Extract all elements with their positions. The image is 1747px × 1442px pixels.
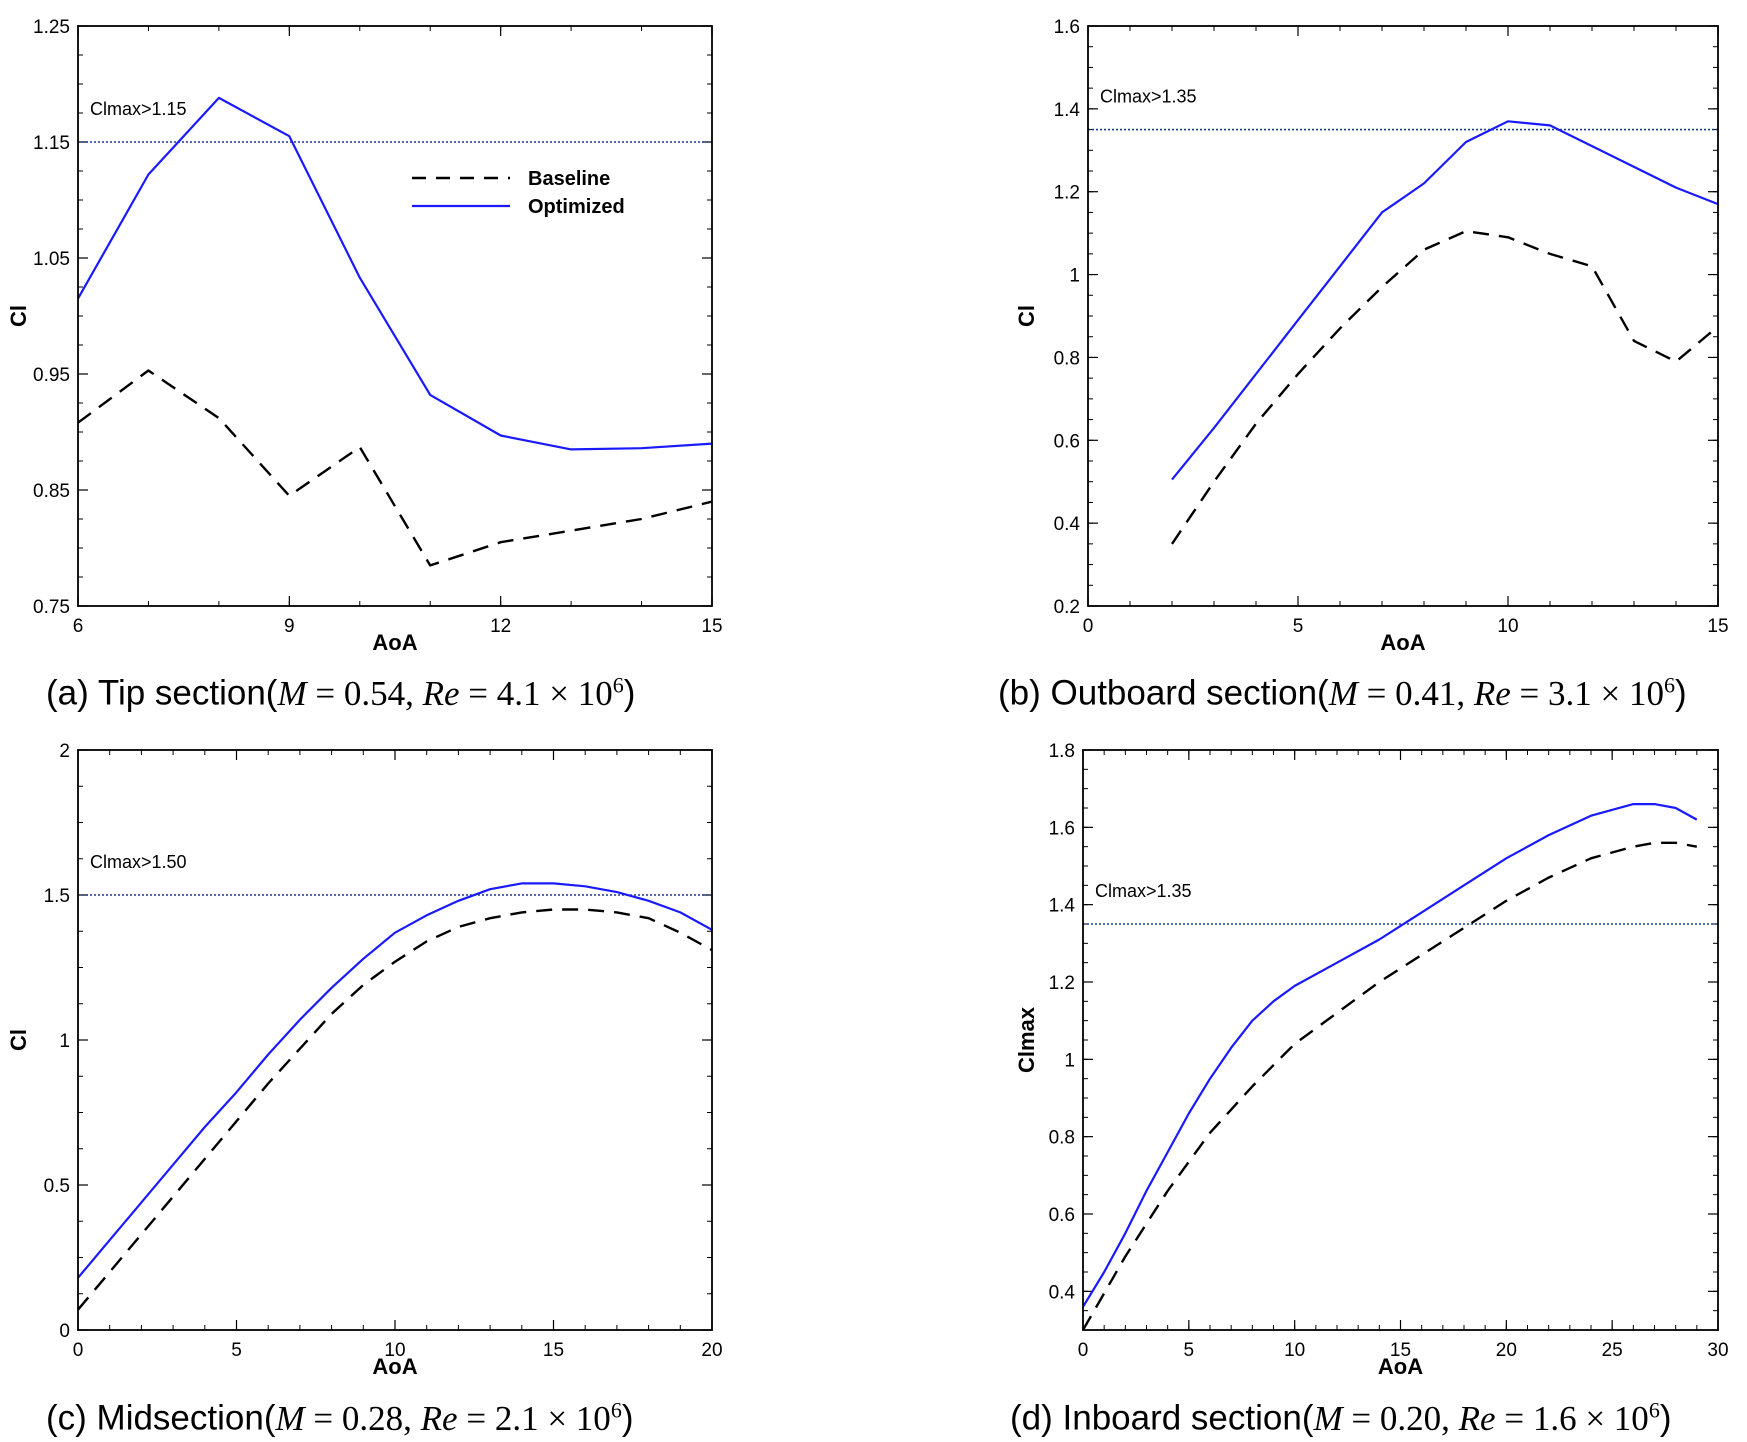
caption-mach: 0.28 <box>341 1398 404 1438</box>
y-tick-label: 1.2 <box>1054 183 1080 204</box>
caption-d: (d) Inboard section(M = 0.20, Re = 1.6 ×… <box>1010 1397 1672 1438</box>
y-tick-label: 0 <box>59 1321 70 1342</box>
caption-re: 2.1 <box>494 1398 539 1438</box>
y-tick-label: 0.5 <box>44 1176 70 1197</box>
caption-exp: 6 <box>610 1397 622 1422</box>
chart-panel-1: 6 9 12 15 0.75 0.85 0.95 1.05 1.15 1.25 Clmax>1.15… <box>6 17 723 655</box>
caption-exp: 6 <box>612 672 624 697</box>
caption-re: 3.1 <box>1548 673 1592 713</box>
y-tick-label: 1 <box>59 1031 70 1052</box>
x-tick-label: 15 <box>543 1340 564 1361</box>
x-tick-label: 5 <box>231 1340 242 1361</box>
plot-frame <box>1082 749 1719 1331</box>
x-axis-label: AoA <box>372 1354 417 1379</box>
plot-frame <box>1087 25 1719 607</box>
y-axis-label: Cl <box>6 1029 31 1051</box>
y-tick-label: 0.95 <box>33 365 70 386</box>
baseline-series-line <box>1171 229 1719 545</box>
caption-label: (a) Tip section( <box>46 673 278 713</box>
legend: Baseline Optimized <box>412 168 625 218</box>
threshold-label: Clmax>1.15 <box>90 99 187 119</box>
y-tick-label: 1 <box>1069 266 1080 287</box>
y-tick-label: 1.4 <box>1049 896 1076 917</box>
x-tick-label: 0 <box>1083 616 1094 637</box>
x-tick-label: 30 <box>1707 1340 1728 1361</box>
x-tick-label: 5 <box>1293 616 1304 637</box>
x-axis-label: AoA <box>1380 630 1425 655</box>
x-tick-label: 15 <box>1390 1340 1411 1361</box>
legend-optimized-label: Optimized <box>528 196 625 218</box>
legend-baseline-label: Baseline <box>528 168 610 190</box>
baseline-series-line <box>77 369 713 567</box>
y-tick-label: 1.25 <box>33 17 70 38</box>
caption-a: (a) Tip section(M = 0.54, Re = 4.1 × 106… <box>46 672 636 713</box>
plot-frame <box>77 25 713 607</box>
x-tick-label: 20 <box>1496 1340 1517 1361</box>
y-tick-label: 0.75 <box>33 597 70 618</box>
chart-panel-2: 0 5 10 15 0.2 0.4 0.6 0.8 1 1.2 1.4 1.6 Clmax>1.35 Ao… <box>1014 17 1729 655</box>
y-tick-label: 0.4 <box>1049 1282 1076 1303</box>
optimized-series-line <box>77 96 713 451</box>
caption-label: (d) Inboard section( <box>1010 1398 1314 1438</box>
baseline-series-line <box>77 908 713 1311</box>
x-tick-label: 6 <box>73 616 84 637</box>
caption-b: (b) Outboard section(M = 0.41, Re = 3.1 … <box>998 672 1687 713</box>
y-axis-label: Clmax <box>1014 1006 1039 1073</box>
baseline-series-line <box>1081 841 1698 1331</box>
plot-frame <box>77 749 713 1331</box>
optimized-series-line <box>77 882 713 1279</box>
x-tick-label: 10 <box>1497 616 1518 637</box>
y-tick-label: 0.6 <box>1054 431 1080 452</box>
x-tick-label: 0 <box>73 1340 84 1361</box>
optimized-series-line <box>1082 802 1698 1308</box>
y-tick-label: 1 <box>1064 1050 1075 1071</box>
x-tick-label: 15 <box>1707 616 1728 637</box>
y-axis-label: Cl <box>1014 305 1039 327</box>
threshold-label: Clmax>1.35 <box>1100 87 1197 107</box>
y-tick-label: 1.4 <box>1054 100 1081 121</box>
x-axis-label: AoA <box>372 630 417 655</box>
y-tick-label: 1.6 <box>1049 818 1075 839</box>
y-tick-label: 0.4 <box>1054 514 1081 535</box>
y-tick-label: 0.8 <box>1049 1128 1075 1149</box>
y-tick-label: 0.85 <box>33 481 70 502</box>
y-tick-label: 1.5 <box>44 886 70 907</box>
chart-panel-3: 0 5 10 15 20 0 0.5 1 1.5 2 Clmax>1.50 AoA Cl <box>6 741 723 1379</box>
caption-c: (c) Midsection(M = 0.28, Re = 2.1 × 106) <box>46 1397 634 1438</box>
optimized-series-line <box>1171 120 1719 481</box>
y-tick-label: 0.8 <box>1054 348 1080 369</box>
threshold-label: Clmax>1.35 <box>1095 881 1192 901</box>
x-axis-label: AoA <box>1378 1354 1423 1379</box>
caption-mach: 0.20 <box>1379 1398 1442 1438</box>
x-tick-label: 15 <box>701 616 722 637</box>
x-tick-label: 10 <box>384 1340 405 1361</box>
caption-re: 4.1 <box>496 673 541 713</box>
y-tick-label: 1.15 <box>33 133 70 154</box>
y-tick-label: 1.6 <box>1054 17 1080 38</box>
caption-exp: 6 <box>1664 672 1676 697</box>
chart-panel-4: 0 5 10 15 20 25 30 0.4 0.6 0.8 1 1.2 1.4 1.6 1.8 Clmax>… <box>1014 741 1729 1379</box>
caption-mach: 0.41 <box>1395 673 1457 713</box>
y-tick-label: 2 <box>59 741 70 762</box>
caption-mach: 0.54 <box>343 673 406 713</box>
x-tick-label: 5 <box>1184 1340 1195 1361</box>
caption-label: (b) Outboard section( <box>998 673 1329 713</box>
y-tick-label: 0.2 <box>1054 597 1080 618</box>
y-tick-label: 1.05 <box>33 249 70 270</box>
x-tick-label: 0 <box>1078 1340 1089 1361</box>
caption-exp: 6 <box>1648 1397 1660 1422</box>
x-tick-label: 25 <box>1602 1340 1623 1361</box>
threshold-label: Clmax>1.50 <box>90 852 187 872</box>
y-tick-label: 1.2 <box>1049 973 1075 994</box>
x-tick-label: 9 <box>284 616 295 637</box>
caption-label: (c) Midsection( <box>46 1398 276 1438</box>
y-axis-label: Cl <box>6 305 31 327</box>
caption-re: 1.6 <box>1532 1398 1577 1438</box>
x-tick-label: 10 <box>1284 1340 1305 1361</box>
x-tick-label: 12 <box>490 616 511 637</box>
y-tick-label: 1.8 <box>1049 741 1075 762</box>
x-tick-label: 20 <box>701 1340 722 1361</box>
y-tick-label: 0.6 <box>1049 1205 1075 1226</box>
